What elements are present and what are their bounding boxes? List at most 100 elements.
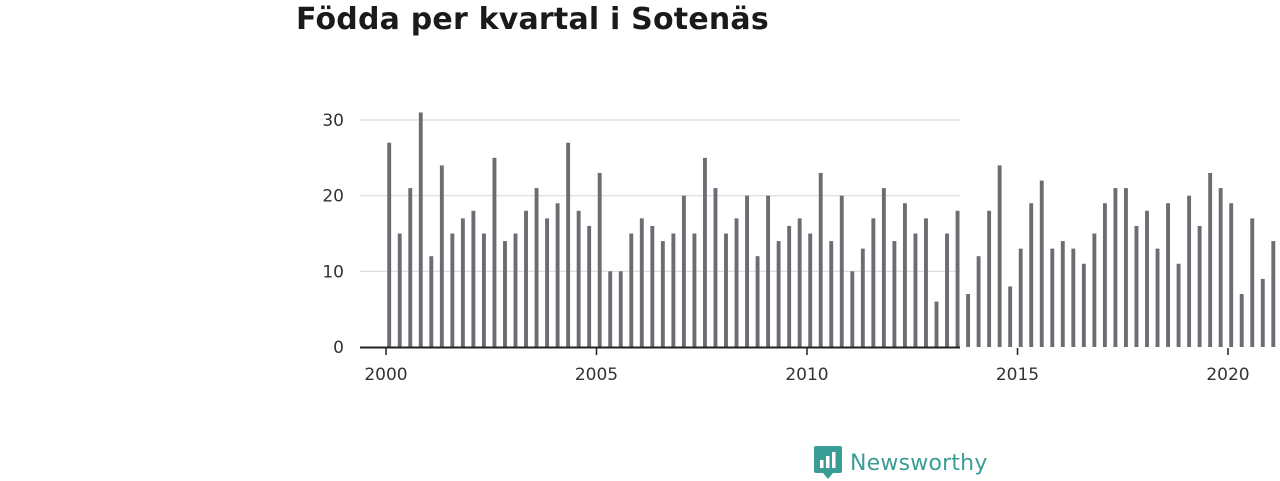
x-axis-ticks: 200020052010201520202025 <box>364 348 1250 385</box>
bar <box>913 233 918 347</box>
newsworthy-logo-icon <box>814 446 842 479</box>
bar <box>408 188 413 347</box>
bar <box>1018 248 1023 347</box>
bar <box>1208 172 1213 347</box>
brand-name: Newsworthy <box>850 450 988 476</box>
bar <box>1039 180 1044 347</box>
bar <box>871 218 876 347</box>
bar <box>997 165 1002 347</box>
bar <box>1229 203 1234 347</box>
bar <box>576 210 581 347</box>
bar <box>660 241 665 347</box>
bar <box>966 294 971 347</box>
bar <box>1092 233 1097 347</box>
bar <box>1250 218 1255 347</box>
bar <box>745 195 749 347</box>
bar <box>1124 188 1128 347</box>
bar <box>829 241 834 347</box>
bar <box>892 241 897 347</box>
bar <box>1145 210 1149 347</box>
bar <box>713 188 718 347</box>
bar <box>1197 225 1202 347</box>
bar <box>629 233 634 347</box>
bar <box>587 225 592 347</box>
bar <box>1176 263 1181 347</box>
bar <box>681 195 686 347</box>
bar <box>1271 241 1276 347</box>
bar <box>766 195 771 347</box>
bar <box>1187 195 1192 347</box>
bar <box>902 203 907 347</box>
bar <box>608 271 613 347</box>
bar <box>1050 248 1055 347</box>
bar <box>1008 286 1013 347</box>
bar <box>1260 278 1265 347</box>
bar <box>755 256 760 347</box>
gridlines <box>360 119 960 272</box>
bar <box>808 233 813 347</box>
bar <box>418 112 423 348</box>
x-tick-label: 2010 <box>785 365 828 385</box>
bar <box>397 233 402 347</box>
x-tick-label: 2005 <box>575 365 618 385</box>
y-axis-ticks: 0 10 20 30 <box>322 111 344 358</box>
bar <box>471 210 476 347</box>
bar <box>503 241 507 347</box>
bar <box>692 233 697 347</box>
bar <box>650 225 655 347</box>
bar <box>839 195 844 347</box>
bar <box>481 233 486 347</box>
bar <box>1166 203 1170 347</box>
bar <box>1060 241 1065 347</box>
bar <box>450 233 455 347</box>
bar <box>724 233 728 347</box>
bar <box>492 157 497 347</box>
y-tick-label: 20 <box>322 187 344 207</box>
x-tick-label: 2015 <box>996 365 1039 385</box>
bar <box>439 165 444 347</box>
y-tick-label: 10 <box>322 262 344 282</box>
chart-title: Födda per kvartal i Sotenäs <box>296 2 769 37</box>
bar <box>860 248 865 347</box>
bar <box>1218 188 1223 347</box>
y-tick-label: 0 <box>333 338 344 358</box>
x-tick-label: 2020 <box>1206 365 1249 385</box>
bar <box>850 271 855 347</box>
bar <box>976 256 981 347</box>
bar <box>639 218 644 347</box>
bar <box>460 218 465 347</box>
bar <box>1134 225 1139 347</box>
x-tick-label: 2000 <box>364 365 407 385</box>
bars <box>387 112 1276 348</box>
bar <box>1081 263 1086 347</box>
bar <box>1029 203 1034 347</box>
bar <box>945 233 949 347</box>
bar <box>1102 203 1107 347</box>
bar <box>797 218 802 347</box>
newsworthy-logo: Newsworthy <box>814 445 988 481</box>
bar <box>566 142 571 347</box>
bar <box>429 256 434 347</box>
bar <box>776 241 781 347</box>
bar <box>513 233 518 347</box>
bar <box>534 188 539 347</box>
bar <box>787 225 792 347</box>
bar <box>934 301 939 347</box>
bar <box>987 210 992 347</box>
bar <box>618 271 623 347</box>
bar <box>818 172 823 347</box>
bar <box>387 142 392 347</box>
bar <box>955 210 960 347</box>
bar <box>597 172 602 347</box>
bar <box>1239 294 1244 347</box>
bar <box>1155 248 1160 347</box>
bar <box>524 210 528 347</box>
bar <box>734 218 739 347</box>
bar <box>1071 248 1076 347</box>
bar <box>924 218 928 347</box>
bar <box>1113 188 1118 347</box>
bar <box>555 203 560 347</box>
bar <box>703 157 707 347</box>
y-tick-label: 30 <box>322 111 344 131</box>
